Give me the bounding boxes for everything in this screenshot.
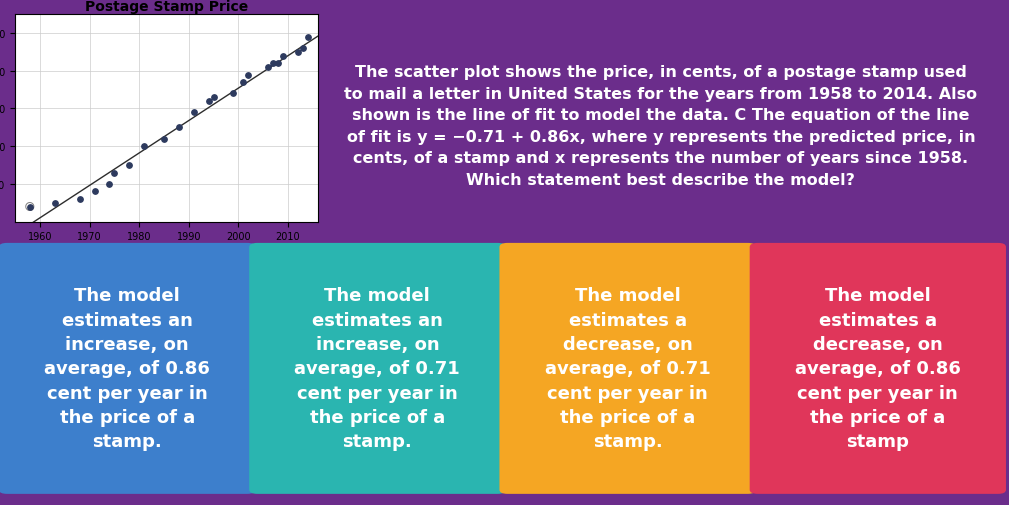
Point [225, 90, 241, 98]
Point [300, 34, 316, 42]
Text: The model
estimates an
increase, on
average, of 0.71
cent per year in
the price : The model estimates an increase, on aver… [295, 287, 460, 450]
Text: The model
estimates a
decrease, on
average, of 0.86
cent per year in
the price o: The model estimates a decrease, on avera… [795, 287, 961, 450]
Point [240, 71, 256, 79]
Point [171, 124, 187, 132]
Text: The scatter plot shows the price, in cents, of a postage stamp used
to mail a le: The scatter plot shows the price, in cen… [344, 65, 978, 188]
Point [206, 94, 222, 102]
Point [265, 60, 282, 68]
Point [87, 188, 103, 196]
Point [121, 162, 137, 170]
Point [46, 199, 63, 208]
Point [201, 97, 217, 106]
Point [290, 49, 306, 57]
Text: The model
estimates a
decrease, on
average, of 0.71
cent per year in
the price o: The model estimates a decrease, on avera… [545, 287, 710, 450]
Point [260, 64, 276, 72]
Point [275, 53, 292, 61]
Point [186, 109, 202, 117]
Point [270, 60, 287, 68]
Point [156, 135, 173, 143]
X-axis label: Year: Year [154, 247, 179, 258]
Point [235, 79, 251, 87]
Point [136, 143, 152, 151]
Point [295, 45, 311, 53]
Title: Postage Stamp Price: Postage Stamp Price [85, 0, 248, 14]
Text: The model
estimates an
increase, on
average, of 0.86
cent per year in
the price : The model estimates an increase, on aver… [44, 287, 210, 450]
Point [22, 203, 38, 211]
Text: ⊙: ⊙ [24, 200, 36, 214]
Point [101, 180, 117, 188]
Point [106, 169, 122, 177]
Point [72, 195, 88, 204]
